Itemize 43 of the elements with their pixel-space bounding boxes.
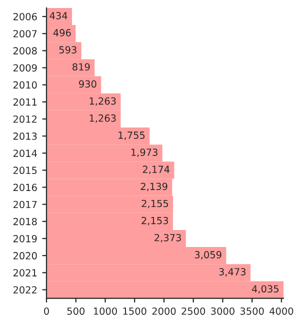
x-tick-label: 3000: [211, 307, 234, 315]
y-tick-label: 2012: [13, 115, 36, 123]
x-tick-label: 2000: [152, 307, 176, 315]
data-label: 3,473: [219, 268, 246, 276]
y-tick-label: 2017: [13, 200, 37, 208]
y-tick-label: 2021: [13, 269, 37, 276]
data-label: 1,263: [90, 114, 116, 123]
x-tick-label: 0: [44, 307, 49, 315]
x-tick-label: 4000: [270, 307, 294, 315]
data-label: 2,153: [142, 216, 168, 226]
data-label: 593: [59, 46, 76, 54]
x-tick-label: 2500: [182, 307, 206, 315]
data-label: 496: [53, 29, 71, 36]
data-label: 2,174: [142, 166, 170, 174]
data-label: 2,139: [140, 182, 168, 192]
y-tick-label: 2013: [13, 132, 37, 140]
data-label: 819: [72, 63, 90, 71]
y-tick-label: 2011: [13, 98, 37, 106]
data-label: 2,373: [154, 234, 181, 242]
data-label: 1,263: [90, 97, 116, 106]
x-tick-label: 1000: [94, 307, 117, 315]
data-label: 3,059: [194, 251, 222, 260]
y-tick-label: 2010: [13, 81, 37, 89]
y-tick-label: 2007: [13, 30, 37, 38]
x-tick-label: 3500: [240, 307, 264, 315]
y-tick-label: 2014: [13, 150, 37, 157]
y-tick-label: 2006: [13, 12, 37, 20]
data-label: 434: [50, 12, 68, 20]
y-tick-label: 2018: [13, 218, 37, 226]
data-label: 4,035: [252, 285, 278, 294]
data-label: 2,155: [142, 200, 168, 208]
y-tick-label: 2015: [13, 166, 37, 174]
data-label: 1,973: [131, 148, 158, 157]
y-tick-label: 2022: [13, 286, 36, 294]
y-tick-label: 2008: [13, 47, 37, 54]
y-tick-label: 2020: [13, 252, 37, 260]
data-label: 930: [79, 80, 96, 88]
y-tick-label: 2009: [13, 64, 37, 72]
y-tick-label: 2019: [13, 234, 37, 242]
x-tick-label: 500: [67, 307, 84, 315]
data-label: 1,755: [118, 132, 145, 140]
y-tick-label: 2016: [13, 184, 37, 192]
x-tick-label: 1500: [123, 307, 146, 315]
